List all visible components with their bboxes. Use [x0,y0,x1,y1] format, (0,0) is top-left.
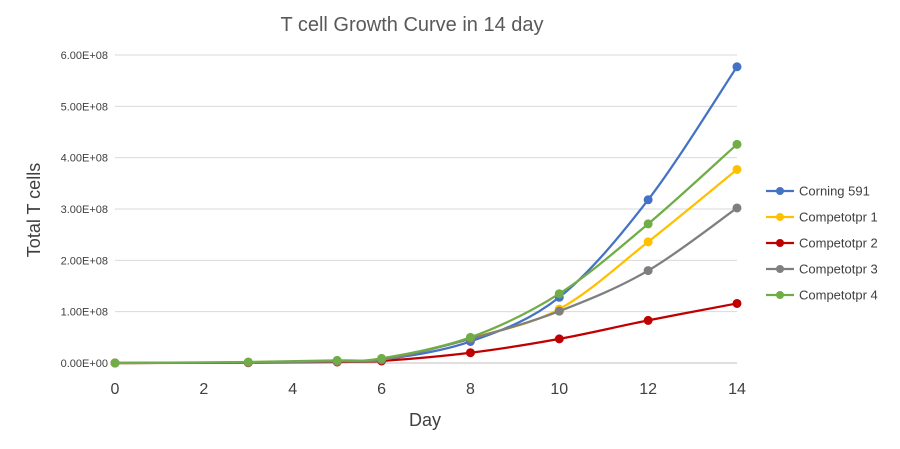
series-competotpr-2 [110,298,742,368]
data-point-competotpr-4-day-6 [377,353,387,363]
data-point-competotpr-4-day-0 [110,358,120,368]
y-tick-label: 4.00E+08 [61,153,108,165]
y-axis-label: Total T cells [24,163,44,257]
data-point-corning-591-day-14 [732,62,742,72]
x-tick-label: 8 [466,381,475,398]
data-point-competotpr-2-day-14 [732,298,742,308]
data-point-competotpr-3-day-12 [643,266,653,276]
legend-swatch-marker [776,265,784,273]
legend-swatch-marker [776,187,784,195]
y-tick-label: 1.00E+08 [61,307,108,319]
data-point-competotpr-4-day-12 [643,219,653,229]
legend-label: Competotpr 4 [799,288,878,303]
grid-lines [115,54,737,364]
data-point-competotpr-2-day-12 [643,315,653,325]
x-tick-label: 6 [377,381,386,398]
series-competotpr-4 [110,139,742,368]
data-point-competotpr-2-day-8 [465,348,475,358]
data-point-competotpr-4-day-10 [554,289,564,299]
legend: Corning 591 Competotpr 1 Competotpr 2 Compe… [766,184,878,303]
chart-title: T cell Growth Curve in 14 day [280,14,543,36]
legend-label: Competotpr 1 [799,210,878,225]
legend-entry-competotpr-2: Competotpr 2 [766,236,878,251]
x-tick-label: 0 [111,381,120,398]
x-axis-label: Day [409,410,441,430]
legend-entry-corning-591: Corning 591 [766,184,870,199]
legend-label: Competotpr 3 [799,262,878,277]
legend-swatch-marker [776,213,784,221]
y-tick-label: 3.00E+08 [61,204,108,216]
x-tick-label: 12 [639,381,657,398]
legend-label: Competotpr 2 [799,236,878,251]
series-line-competotpr-4 [114,143,738,365]
x-tick-label: 2 [199,381,208,398]
x-tick-label: 4 [288,381,297,398]
data-point-competotpr-3-day-10 [554,306,564,316]
series-line-competotpr-1 [114,168,738,365]
legend-swatch-marker [776,239,784,247]
data-point-competotpr-3-day-14 [732,203,742,213]
y-tick-label: 6.00E+08 [61,50,108,62]
series-line-corning-591 [114,66,738,365]
x-axis-ticks: 0 2 4 6 8 10 12 14 [111,381,746,398]
data-point-competotpr-4-day-14 [732,139,742,149]
data-point-competotpr-1-day-12 [643,237,653,247]
legend-entry-competotpr-1: Competotpr 1 [766,210,878,225]
data-point-competotpr-4-day-3 [243,357,253,367]
legend-entry-competotpr-4: Competotpr 4 [766,288,878,303]
series-lines [110,62,742,368]
legend-label: Corning 591 [799,184,870,199]
data-point-corning-591-day-12 [643,195,653,205]
legend-entry-competotpr-3: Competotpr 3 [766,262,878,277]
series-competotpr-3 [110,203,742,368]
y-tick-label: 0.00E+00 [61,358,108,370]
data-point-competotpr-4-day-5 [332,355,342,365]
y-tick-label: 5.00E+08 [61,101,108,113]
y-tick-label: 2.00E+08 [61,255,108,267]
series-line-competotpr-3 [114,207,738,365]
x-tick-label: 14 [728,381,746,398]
series-line-competotpr-2 [114,302,738,365]
legend-swatch-marker [776,291,784,299]
y-axis-ticks: 0.00E+00 1.00E+08 2.00E+08 3.00E+08 4.00E+08… [61,50,108,370]
data-point-competotpr-2-day-10 [554,334,564,344]
data-point-competotpr-1-day-14 [732,164,742,174]
data-point-competotpr-4-day-8 [465,332,475,342]
x-tick-label: 10 [550,381,568,398]
